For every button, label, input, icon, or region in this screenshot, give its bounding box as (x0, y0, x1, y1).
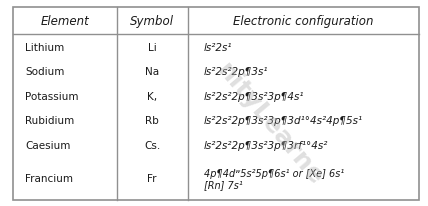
Text: 4p¶4dʷ5s²5p¶6s¹ or [Xe] 6s¹: 4p¶4dʷ5s²5p¶6s¹ or [Xe] 6s¹ (204, 168, 344, 178)
Text: Lithium: Lithium (25, 42, 65, 52)
Text: Fr: Fr (147, 173, 157, 183)
Text: Sodium: Sodium (25, 67, 65, 77)
Text: ls²2s²2p¶3s²3p¶3d¹°4s²4p¶5s¹: ls²2s²2p¶3s²3p¶3d¹°4s²4p¶5s¹ (204, 116, 363, 125)
Text: ls²2s²2p¶3s¹: ls²2s²2p¶3s¹ (204, 67, 268, 77)
Text: Symbol: Symbol (130, 15, 174, 28)
Text: Francium: Francium (25, 173, 73, 183)
Text: ls²2s¹: ls²2s¹ (204, 42, 232, 52)
Text: Cs.: Cs. (144, 140, 160, 150)
Text: Caesium: Caesium (25, 140, 71, 150)
Text: K,: K, (147, 91, 157, 101)
Text: ls²2s²2p¶3s²3p¶3rf¹°4s²: ls²2s²2p¶3s²3p¶3rf¹°4s² (204, 140, 328, 150)
Text: [Rn] 7s¹: [Rn] 7s¹ (204, 179, 243, 189)
Text: Na: Na (145, 67, 159, 77)
Text: Rb: Rb (145, 116, 159, 125)
Text: ls²2s²2p¶3s²3p¶4s¹: ls²2s²2p¶3s²3p¶4s¹ (204, 91, 304, 101)
Text: Rubidium: Rubidium (25, 116, 74, 125)
Text: Li: Li (148, 42, 157, 52)
Text: Potassium: Potassium (25, 91, 79, 101)
Text: Element: Element (40, 15, 89, 28)
Text: nityLearne: nityLearne (211, 58, 328, 189)
Text: Electronic configuration: Electronic configuration (233, 15, 374, 28)
